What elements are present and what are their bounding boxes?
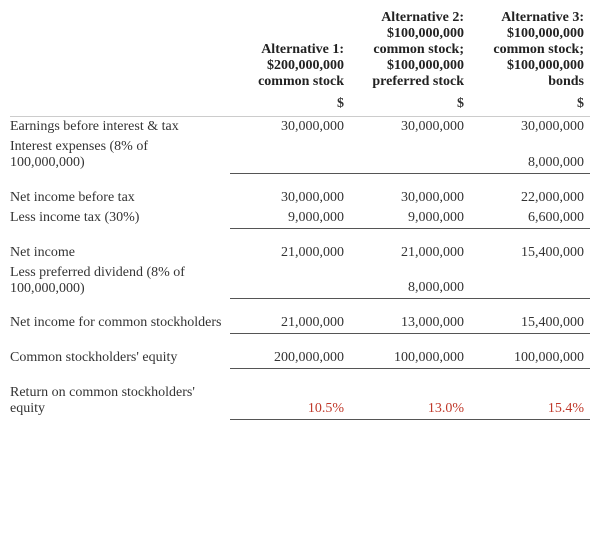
label-nibt: Net income before tax [10, 188, 230, 208]
roe-a1: 10.5% [230, 383, 350, 419]
col-header-alt2: Alternative 2: $100,000,000 common stock… [350, 8, 470, 94]
interest-a3: 8,000,000 [470, 137, 590, 173]
tax-a3: 6,600,000 [470, 208, 590, 229]
nics-a2: 13,000,000 [350, 313, 470, 334]
nics-a3: 15,400,000 [470, 313, 590, 334]
tax-a1: 9,000,000 [230, 208, 350, 229]
roe-a3: 15.4% [470, 383, 590, 419]
label-interest: Interest expenses (8% of 100,000,000) [10, 137, 230, 173]
ni-a3: 15,400,000 [470, 243, 590, 263]
roe-a2: 13.0% [350, 383, 470, 419]
unit-alt1: $ [230, 94, 350, 117]
ebit-a1: 30,000,000 [230, 117, 350, 138]
unit-alt3: $ [470, 94, 590, 117]
ni-a1: 21,000,000 [230, 243, 350, 263]
ni-a2: 21,000,000 [350, 243, 470, 263]
row-nibt: Net income before tax 30,000,000 30,000,… [10, 188, 590, 208]
row-nics: Net income for common stockholders 21,00… [10, 313, 590, 334]
nics-a1: 21,000,000 [230, 313, 350, 334]
row-roe: Return on common stockholders' equity 10… [10, 383, 590, 419]
pref-a1 [230, 263, 350, 299]
unit-row: $ $ $ [10, 94, 590, 117]
nibt-a1: 30,000,000 [230, 188, 350, 208]
row-pref: Less preferred dividend (8% of 100,000,0… [10, 263, 590, 299]
row-interest: Interest expenses (8% of 100,000,000) 8,… [10, 137, 590, 173]
row-ni: Net income 21,000,000 21,000,000 15,400,… [10, 243, 590, 263]
pref-a2: 8,000,000 [350, 263, 470, 299]
label-roe: Return on common stockholders' equity [10, 383, 230, 419]
pref-a3 [470, 263, 590, 299]
nibt-a2: 30,000,000 [350, 188, 470, 208]
row-ebit: Earnings before interest & tax 30,000,00… [10, 117, 590, 138]
label-ni: Net income [10, 243, 230, 263]
equity-a3: 100,000,000 [470, 348, 590, 369]
tax-a2: 9,000,000 [350, 208, 470, 229]
ebit-a3: 30,000,000 [470, 117, 590, 138]
interest-a1 [230, 137, 350, 173]
unit-alt2: $ [350, 94, 470, 117]
header-row: Alternative 1: $200,000,000 common stock… [10, 8, 590, 94]
label-ebit: Earnings before interest & tax [10, 117, 230, 138]
interest-a2 [350, 137, 470, 173]
row-equity: Common stockholders' equity 200,000,000 … [10, 348, 590, 369]
col-header-alt1: Alternative 1: $200,000,000 common stock [230, 8, 350, 94]
financing-alternatives-table: Alternative 1: $200,000,000 common stock… [10, 8, 590, 420]
label-tax: Less income tax (30%) [10, 208, 230, 229]
label-nics: Net income for common stockholders [10, 313, 230, 334]
label-pref: Less preferred dividend (8% of 100,000,0… [10, 263, 230, 299]
equity-a1: 200,000,000 [230, 348, 350, 369]
ebit-a2: 30,000,000 [350, 117, 470, 138]
equity-a2: 100,000,000 [350, 348, 470, 369]
nibt-a3: 22,000,000 [470, 188, 590, 208]
label-equity: Common stockholders' equity [10, 348, 230, 369]
row-tax: Less income tax (30%) 9,000,000 9,000,00… [10, 208, 590, 229]
col-header-alt3: Alternative 3: $100,000,000 common stock… [470, 8, 590, 94]
